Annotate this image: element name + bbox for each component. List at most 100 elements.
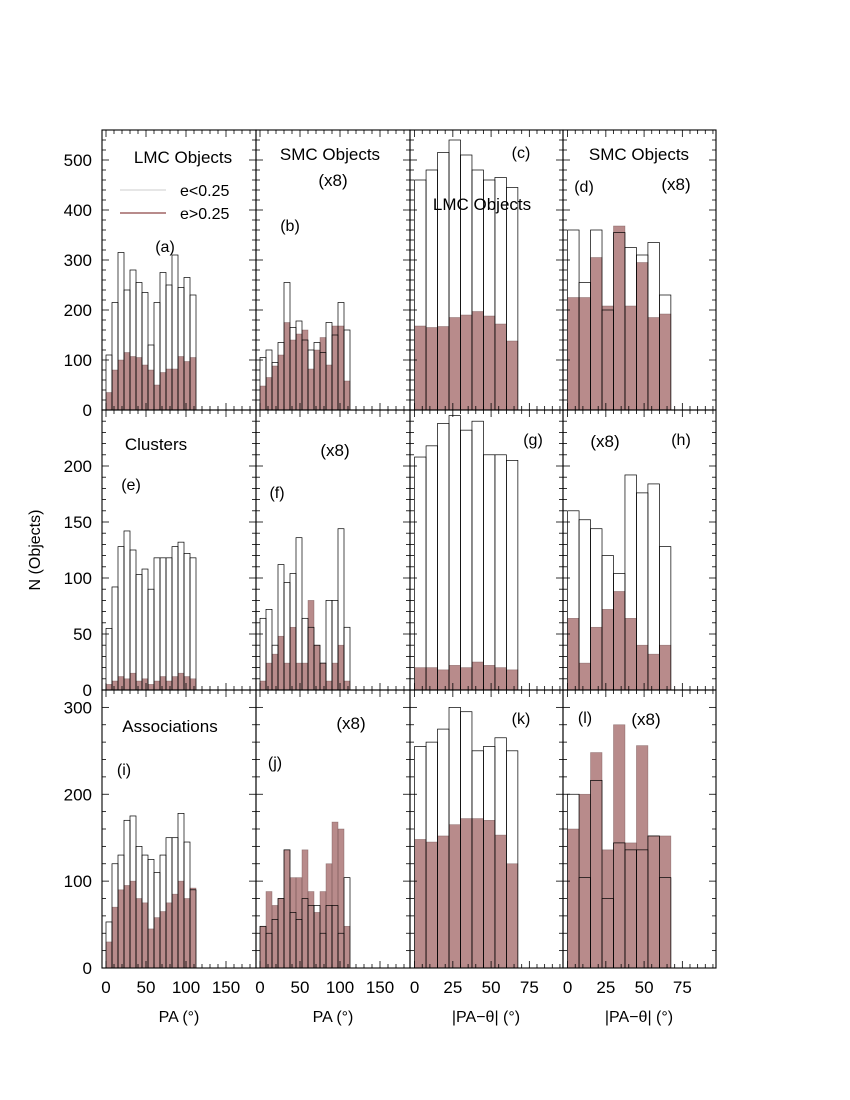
y-tick-label-e: 150 xyxy=(64,513,92,532)
bar-filled-f-0 xyxy=(260,681,266,690)
bar-filled-j-6 xyxy=(296,877,302,968)
bar-filled-c-2 xyxy=(437,326,450,410)
bar-filled-f-5 xyxy=(290,627,296,690)
bar-filled-h-8 xyxy=(659,645,671,690)
bar-outline-g-3 xyxy=(448,415,461,691)
legend-label-filled: e>0.25 xyxy=(180,206,229,223)
x-tick-label-k: 0 xyxy=(410,978,419,997)
x-tick-label-l: 0 xyxy=(563,978,572,997)
bar-filled-g-8 xyxy=(506,669,518,690)
bar-filled-b-12 xyxy=(332,326,338,410)
panel-c: (c) LMC Objects xyxy=(409,129,564,411)
y-tick-label-e: 200 xyxy=(64,457,92,476)
bar-outline-e-9 xyxy=(159,557,167,691)
bar-filled-f-3 xyxy=(278,636,284,690)
bar-outline-e-7 xyxy=(147,588,155,691)
x-axis-label-col2: PA (°) xyxy=(313,1009,354,1026)
panel-b: (b) SMC Objects (x8) xyxy=(255,129,411,411)
bar-filled-j-8 xyxy=(308,891,314,968)
bar-filled-f-12 xyxy=(332,663,338,690)
y-tick-label-a: 100 xyxy=(64,351,92,370)
bar-filled-e-9 xyxy=(160,676,166,690)
bar-filled-g-1 xyxy=(426,667,438,690)
bar-outline-g-5 xyxy=(471,420,484,691)
bar-outline-g-1 xyxy=(425,445,438,691)
bar-filled-j-2 xyxy=(272,905,278,968)
bar-filled-g-0 xyxy=(414,667,427,690)
bar-filled-h-4 xyxy=(613,591,625,690)
bar-filled-e-13 xyxy=(184,676,190,690)
x-tick-label-i: 100 xyxy=(172,978,200,997)
panel-e: 0 50 100 150 200 (e) Clusters xyxy=(64,409,257,700)
bar-filled-j-3 xyxy=(278,898,284,968)
bar-filled-a-12 xyxy=(178,356,184,410)
y-axis-label: N (Objects) xyxy=(27,510,44,591)
bar-filled-i-14 xyxy=(190,888,196,968)
bar-filled-b-8 xyxy=(308,369,314,410)
bar-filled-b-7 xyxy=(302,330,308,410)
bar-filled-b-6 xyxy=(296,334,302,410)
bar-filled-d-7 xyxy=(647,317,660,410)
bar-filled-e-12 xyxy=(178,673,184,690)
panel-label-f: (f) xyxy=(269,485,284,502)
bar-filled-i-8 xyxy=(154,917,160,968)
bar-filled-h-7 xyxy=(647,654,660,690)
bar-outline-e-3 xyxy=(123,530,131,691)
bar-filled-k-6 xyxy=(483,820,495,968)
panel-f: (f) (x8) xyxy=(255,409,411,691)
bar-filled-d-5 xyxy=(624,306,637,410)
bar-outline-g-7 xyxy=(494,454,507,691)
bar-filled-b-9 xyxy=(314,350,320,410)
bar-filled-e-8 xyxy=(154,681,160,690)
bar-filled-b-11 xyxy=(326,365,332,410)
y-tick-label-a: 300 xyxy=(64,251,92,270)
panel-text-i-0: Associations xyxy=(122,717,217,736)
panel-text-a-0: LMC Objects xyxy=(134,148,232,167)
x-tick-label-l: 50 xyxy=(635,978,654,997)
panel-text-j-0: (x8) xyxy=(336,714,365,733)
bar-filled-a-3 xyxy=(124,352,130,410)
bar-outline-e-6 xyxy=(141,568,149,691)
x-tick-label-j: 50 xyxy=(291,978,310,997)
bar-filled-a-5 xyxy=(136,357,142,410)
bar-filled-e-14 xyxy=(190,678,196,690)
panel-label-b: (b) xyxy=(280,218,300,235)
bar-filled-i-1 xyxy=(112,907,118,968)
x-tick-label-k: 75 xyxy=(520,978,539,997)
panel-label-d: (d) xyxy=(574,179,594,196)
bar-filled-d-6 xyxy=(636,262,648,410)
bar-filled-e-0 xyxy=(106,684,112,690)
x-tick-label-i: 50 xyxy=(137,978,156,997)
bar-filled-c-8 xyxy=(506,341,518,410)
bar-filled-l-5 xyxy=(624,842,637,968)
bar-filled-j-9 xyxy=(314,912,320,968)
panel-text-c-0: LMC Objects xyxy=(433,195,531,214)
bar-filled-d-2 xyxy=(590,257,603,410)
bar-filled-c-4 xyxy=(460,315,472,410)
x-axis-label-col3: |PA−θ| (°) xyxy=(452,1009,520,1026)
y-tick-label-a: 500 xyxy=(64,151,92,170)
bar-filled-j-14 xyxy=(344,926,350,968)
bar-filled-b-13 xyxy=(338,326,344,410)
panel-label-a: (a) xyxy=(155,239,175,256)
bar-outline-e-5 xyxy=(135,574,143,691)
bar-filled-e-6 xyxy=(142,678,148,690)
x-axis-label-col1: PA (°) xyxy=(159,1009,200,1026)
bar-filled-k-1 xyxy=(426,842,438,968)
bar-filled-f-11 xyxy=(326,681,332,690)
bar-filled-f-6 xyxy=(296,663,302,690)
bar-filled-e-3 xyxy=(124,678,130,690)
x-tick-label-k: 50 xyxy=(482,978,501,997)
bar-filled-b-4 xyxy=(284,322,290,410)
bar-filled-h-2 xyxy=(590,627,603,690)
bar-outline-g-0 xyxy=(414,456,427,691)
y-tick-label-a: 200 xyxy=(64,301,92,320)
bar-filled-g-3 xyxy=(449,665,461,690)
x-tick-label-k: 25 xyxy=(443,978,462,997)
bar-filled-a-8 xyxy=(154,385,160,410)
bar-filled-j-7 xyxy=(302,849,308,968)
bar-outline-g-4 xyxy=(460,429,473,691)
bar-filled-d-8 xyxy=(659,314,671,410)
bar-filled-i-4 xyxy=(130,881,136,968)
